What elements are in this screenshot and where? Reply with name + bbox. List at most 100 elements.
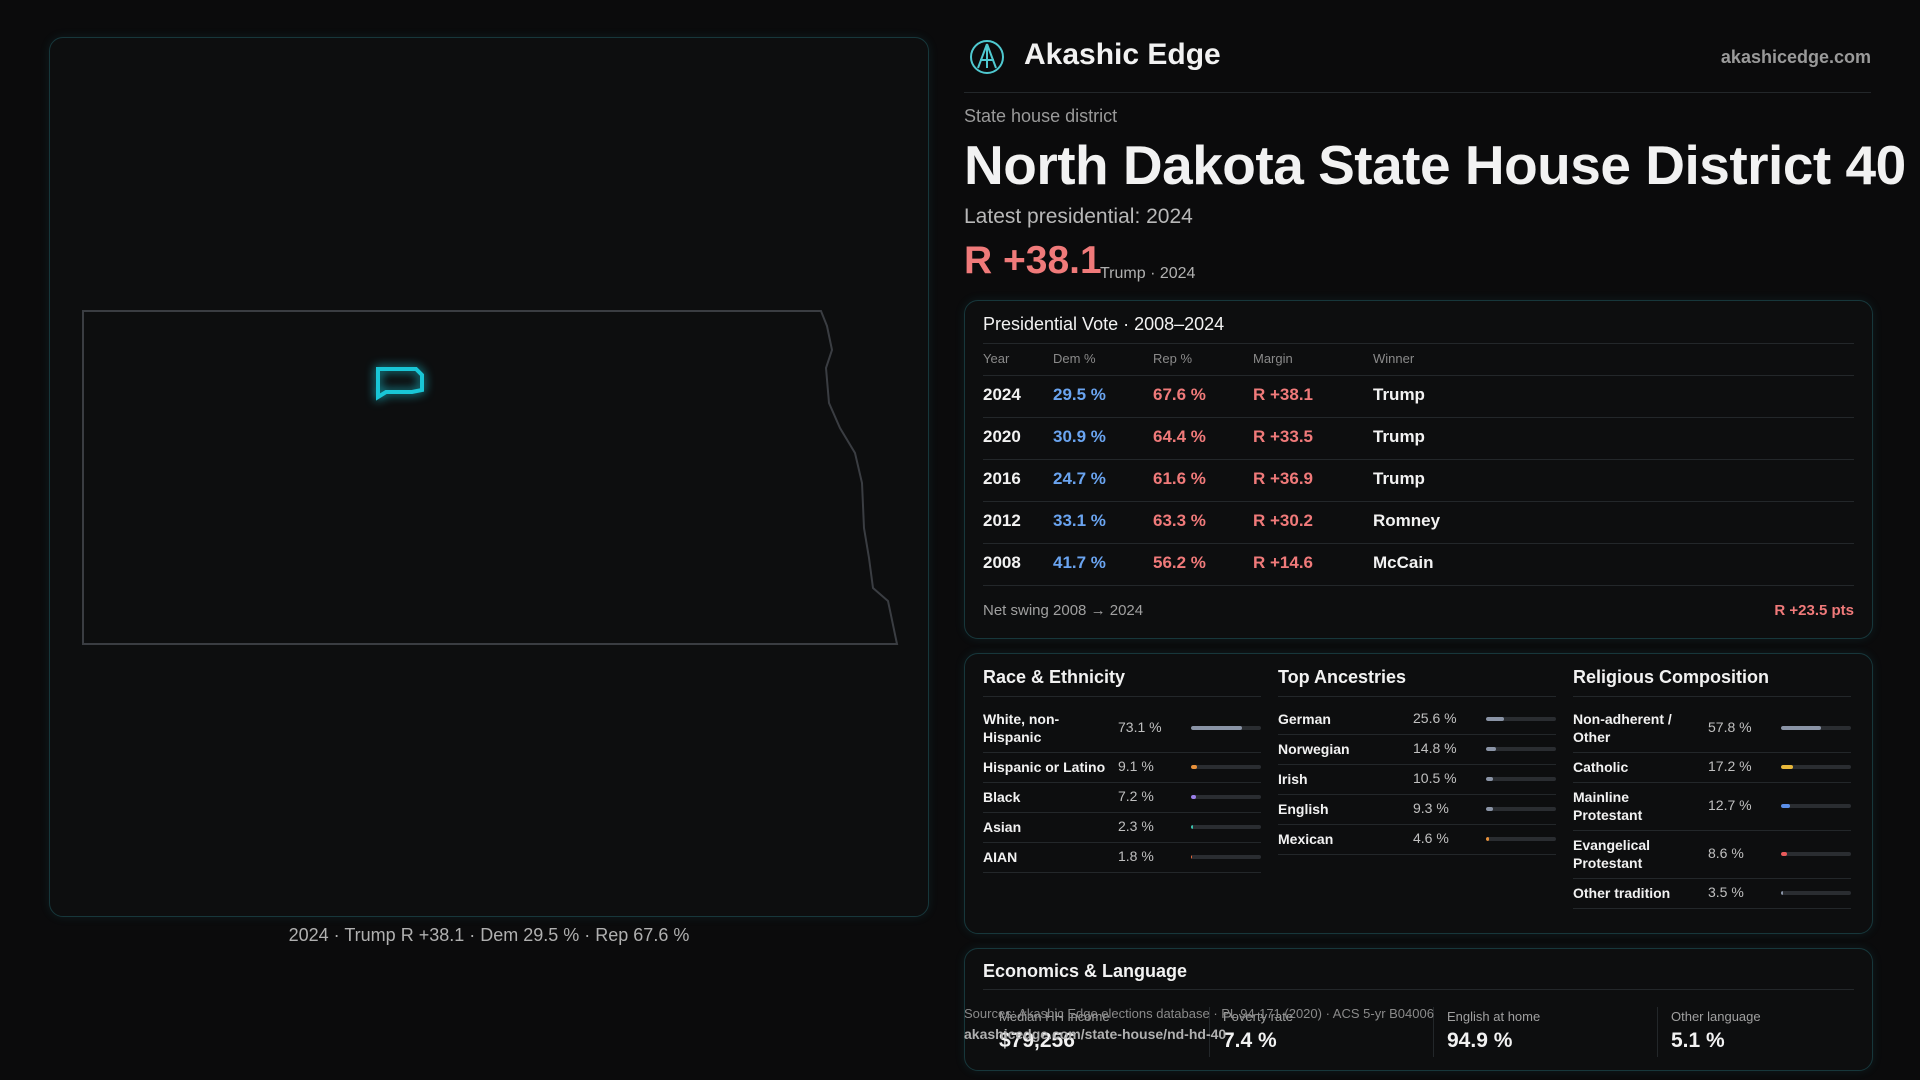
divider [1573, 908, 1851, 909]
item-value: 14.8 % [1413, 740, 1457, 756]
divider [1278, 794, 1556, 795]
margin-note: Trump · 2024 [1100, 265, 1196, 282]
table-cell: Trump [1373, 427, 1425, 446]
bar [1781, 891, 1784, 895]
divider [983, 501, 1854, 502]
item-label: Irish [1278, 771, 1308, 787]
item-label: Other tradition [1573, 885, 1671, 901]
item-label: English [1278, 801, 1329, 817]
table-cell: 2008 [983, 553, 1021, 572]
kicker: State house district [964, 106, 1118, 126]
stat-value: $79,256 [999, 1029, 1075, 1052]
item-value: 4.6 % [1413, 830, 1449, 846]
bar-track [1781, 804, 1851, 808]
panel-title: Presidential Vote · 2008–2024 [983, 314, 1225, 334]
panel-title: Top Ancestries [1278, 667, 1407, 687]
bar [1486, 777, 1494, 781]
brand-logo [970, 40, 1004, 74]
bar-track [1781, 891, 1851, 895]
item-value: 12.7 % [1708, 797, 1752, 813]
item-label: Norwegian [1278, 741, 1350, 757]
item-label: German [1278, 711, 1331, 727]
map [82, 310, 899, 645]
table-cell: 2020 [983, 427, 1021, 446]
bar [1486, 747, 1497, 751]
item-label: AIAN [983, 849, 1018, 865]
bar-track [1486, 807, 1556, 811]
vote-panel: Presidential Vote · 2008–2024 Year Dem % Re… [964, 300, 1873, 639]
table-cell: Trump [1373, 385, 1425, 404]
bar [1781, 804, 1790, 808]
table-cell: 61.6 % [1153, 469, 1206, 488]
table-cell: R +36.9 [1253, 469, 1314, 488]
bar-track [1781, 852, 1851, 856]
bar-track [1486, 777, 1556, 781]
item-value: 3.5 % [1708, 884, 1744, 900]
divider [983, 812, 1261, 813]
table-cell: Romney [1373, 511, 1441, 530]
table-cell: R +14.6 [1253, 553, 1314, 572]
table-cell: 63.3 % [1153, 511, 1206, 530]
item-value: 8.6 % [1708, 845, 1744, 861]
divider [983, 872, 1261, 873]
item-value: 9.1 % [1118, 758, 1154, 774]
divider [983, 696, 1261, 697]
item-value: 73.1 % [1118, 719, 1162, 735]
footer-link[interactable]: akashicedge.com/state-house/nd-hd-40 [964, 1026, 1227, 1042]
stat-divider [1657, 1007, 1658, 1057]
column-header: Year [983, 351, 1010, 366]
item-value: 2.3 % [1118, 818, 1154, 834]
divider [1278, 734, 1556, 735]
panel-title: Race & Ethnicity [983, 667, 1126, 687]
table-cell: Trump [1373, 469, 1425, 488]
item-value: 9.3 % [1413, 800, 1449, 816]
stat-value: 7.4 % [1223, 1029, 1277, 1052]
stat-divider [1209, 1007, 1210, 1057]
divider [983, 417, 1854, 418]
bar-track [1486, 747, 1556, 751]
item-label: Mexican [1278, 831, 1334, 847]
divider [983, 842, 1261, 843]
table-cell: 30.9 % [1053, 427, 1106, 446]
bar-track [1781, 765, 1851, 769]
margin: R +38.1 [964, 239, 1102, 282]
footer-sources: Sources: Akashic Edge elections database… [964, 1006, 1434, 1021]
item-value: 57.8 % [1708, 719, 1752, 735]
divider [983, 375, 1854, 376]
table-cell: 56.2 % [1153, 553, 1206, 572]
item-label: Evangelical Protestant [1573, 837, 1651, 871]
stat-label: English at home [1447, 1009, 1541, 1024]
item-value: 17.2 % [1708, 758, 1752, 774]
table-cell: R +33.5 [1253, 427, 1314, 446]
bar [1781, 726, 1822, 730]
table-cell: 64.4 % [1153, 427, 1206, 446]
bar-track [1486, 717, 1556, 721]
bar [1191, 855, 1193, 859]
bar [1781, 765, 1794, 769]
column-header: Dem % [1053, 351, 1096, 366]
divider [1573, 878, 1851, 879]
stat-label: Other language [1671, 1009, 1761, 1024]
table-cell: 24.7 % [1053, 469, 1106, 488]
item-label: Catholic [1573, 759, 1629, 775]
divider [1573, 752, 1851, 753]
divider [1573, 696, 1851, 697]
stat-divider [1433, 1007, 1434, 1057]
panel-title: Economics & Language [983, 961, 1188, 981]
swing-label: Net swing 2008 → 2024 [983, 602, 1144, 619]
table-cell: 41.7 % [1053, 553, 1106, 572]
divider [1278, 696, 1556, 697]
divider [983, 782, 1261, 783]
district-shape [376, 367, 424, 401]
bar [1191, 765, 1198, 769]
divider [1573, 782, 1851, 783]
divider [1573, 830, 1851, 831]
brand-url[interactable]: akashicedge.com [1720, 47, 1871, 67]
stat-label: Poverty rate [1223, 1009, 1294, 1024]
divider [983, 343, 1854, 344]
bar [1486, 837, 1490, 841]
header-divider [964, 92, 1871, 93]
bar [1191, 795, 1197, 799]
map-panel [49, 37, 929, 917]
